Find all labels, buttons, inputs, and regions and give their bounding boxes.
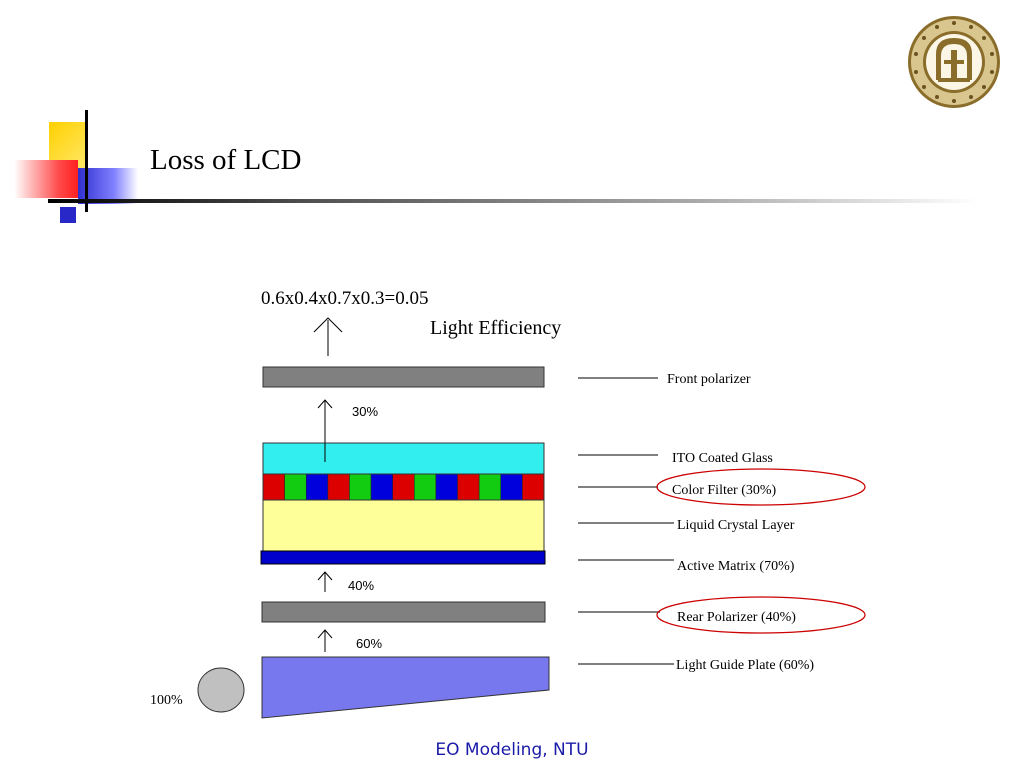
label-front-polarizer: Front polarizer	[667, 372, 751, 387]
color-filter-cell-red	[327, 473, 350, 501]
front-polarizer-layer	[262, 366, 545, 388]
percent-40-label: 40%	[348, 578, 374, 593]
color-filter-layer	[262, 473, 545, 501]
label-ito-coated-glass: ITO Coated Glass	[672, 451, 773, 466]
label-leader-lines	[578, 377, 674, 665]
title-underline	[48, 199, 978, 203]
label-liquid-crystal-layer: Liquid Crystal Layer	[677, 518, 795, 533]
efficiency-formula: 0.6x0.4x0.7x0.3=0.05	[261, 288, 428, 309]
light-efficiency-heading: Light Efficiency	[430, 317, 561, 339]
label-rear-polarizer: Rear Polarizer (40%)	[677, 610, 796, 625]
percent-60-label: 60%	[356, 636, 382, 651]
color-filter-cell-blue	[435, 473, 458, 501]
color-filter-cell-red	[262, 473, 285, 501]
highlight-oval-rear-polarizer	[656, 596, 866, 634]
ito-glass-layer	[262, 442, 545, 475]
slide-footer: EO Modeling, NTU	[435, 740, 589, 760]
rear-polarizer-layer	[261, 601, 546, 623]
arrow-60-percent	[317, 629, 333, 652]
label-active-matrix: Active Matrix (70%)	[677, 559, 795, 574]
color-filter-cell-blue	[305, 473, 329, 501]
color-filter-cell-red	[457, 473, 480, 501]
source-100-percent-label: 100%	[150, 693, 183, 708]
light-source-oval	[197, 667, 245, 713]
output-arrow	[313, 317, 343, 356]
slide-title: Loss of LCD	[150, 144, 302, 176]
title-ornament-blue	[78, 168, 138, 204]
color-filter-cell-red	[392, 473, 415, 501]
color-filter-cell-green	[349, 473, 372, 501]
color-filter-cell-green	[414, 473, 437, 501]
color-filter-cell-green	[478, 473, 502, 501]
label-color-filter: Color Filter (30%)	[672, 483, 777, 498]
active-matrix-layer	[260, 550, 546, 565]
arrow-40-percent	[317, 571, 333, 592]
color-filter-cell-blue	[370, 473, 393, 501]
color-filter-cell-blue	[500, 473, 523, 501]
liquid-crystal-layer	[262, 499, 545, 552]
percent-30-label: 30%	[352, 404, 378, 419]
university-seal-logo	[908, 16, 1000, 108]
color-filter-cell-red	[522, 473, 545, 501]
title-ornament-square	[60, 207, 76, 223]
light-guide-plate-layer	[261, 656, 550, 719]
highlight-oval-color-filter	[656, 468, 866, 506]
title-ornament-red	[14, 160, 78, 198]
label-light-guide-plate: Light Guide Plate (60%)	[676, 658, 814, 673]
color-filter-cell-green	[284, 473, 307, 501]
title-ornament-vertical-line	[85, 110, 88, 212]
